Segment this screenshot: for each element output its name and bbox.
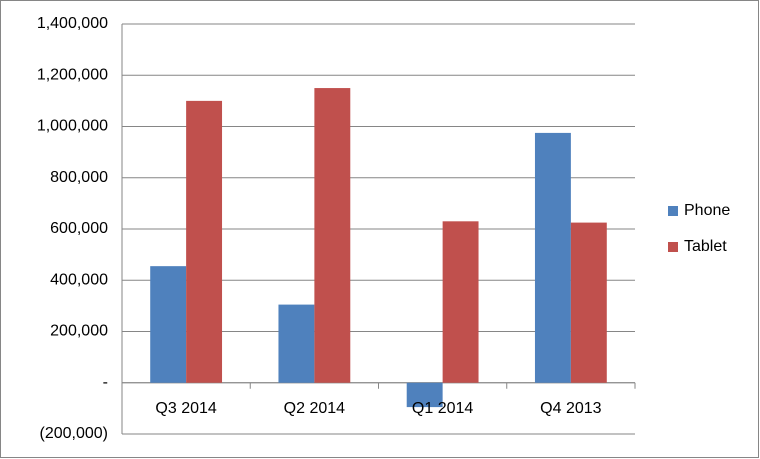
x-tick-label: Q4 2013 [540, 400, 601, 417]
x-tick-label: Q3 2014 [155, 400, 216, 417]
bar [314, 88, 351, 383]
x-tick-label: Q1 2014 [412, 400, 473, 417]
legend-label: Phone [684, 202, 730, 219]
bar [186, 100, 223, 383]
x-tick-label: Q2 2014 [284, 400, 345, 417]
bar [534, 132, 571, 383]
y-tick-label: 800,000 [50, 169, 108, 186]
y-tick-label: 200,000 [50, 323, 108, 340]
legend-swatch [668, 242, 678, 252]
legend-swatch [668, 206, 678, 216]
bar [278, 304, 315, 383]
bar [442, 221, 479, 383]
y-tick-label: 1,200,000 [37, 66, 108, 83]
bar [150, 266, 187, 383]
bar [406, 382, 443, 408]
bar [570, 222, 607, 383]
y-tick-label: 1,400,000 [37, 15, 108, 32]
legend-label: Tablet [684, 238, 727, 255]
y-tick-label: 600,000 [50, 220, 108, 237]
y-tick-label: (200,000) [40, 425, 109, 442]
y-tick-label: 1,000,000 [37, 118, 108, 135]
y-tick-label: 400,000 [50, 271, 108, 288]
y-tick-label: - [103, 374, 108, 391]
